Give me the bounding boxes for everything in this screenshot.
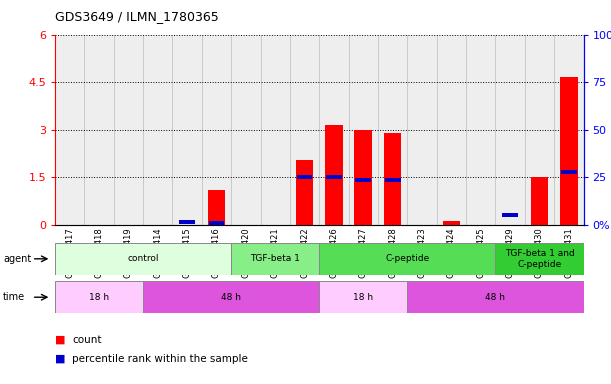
Text: control: control	[127, 254, 159, 263]
Bar	[114, 35, 143, 225]
Text: 18 h: 18 h	[89, 293, 109, 302]
Bar	[525, 35, 554, 225]
Bar	[143, 35, 172, 225]
Bar	[319, 281, 408, 313]
Bar	[385, 178, 401, 182]
Bar	[231, 243, 320, 275]
Bar	[496, 35, 525, 225]
Text: 48 h: 48 h	[485, 293, 505, 302]
Text: ■: ■	[55, 354, 65, 364]
Text: count: count	[72, 335, 101, 345]
Bar	[354, 130, 372, 225]
Bar	[408, 281, 584, 313]
Text: percentile rank within the sample: percentile rank within the sample	[72, 354, 248, 364]
Bar	[530, 177, 548, 225]
Bar	[325, 125, 343, 225]
Bar	[319, 243, 496, 275]
Bar	[55, 243, 231, 275]
Bar	[296, 175, 312, 179]
Text: time: time	[3, 292, 25, 302]
Text: 48 h: 48 h	[221, 293, 241, 302]
Bar	[437, 35, 466, 225]
Bar	[326, 175, 342, 179]
Text: C-peptide: C-peptide	[385, 254, 430, 263]
Bar	[231, 35, 260, 225]
Text: 18 h: 18 h	[353, 293, 373, 302]
Text: agent: agent	[3, 254, 31, 264]
Text: TGF-beta 1 and
C-peptide: TGF-beta 1 and C-peptide	[505, 249, 574, 268]
Bar	[55, 35, 84, 225]
Bar	[319, 35, 349, 225]
Bar	[179, 220, 195, 224]
Bar	[356, 178, 371, 182]
Bar	[442, 221, 460, 225]
Bar	[378, 35, 408, 225]
Bar	[408, 35, 437, 225]
Bar	[260, 35, 290, 225]
Bar	[208, 190, 225, 225]
Bar	[560, 77, 577, 225]
Bar	[202, 35, 231, 225]
Bar	[466, 35, 496, 225]
Text: TGF-beta 1: TGF-beta 1	[251, 254, 300, 263]
Bar	[84, 35, 114, 225]
Bar	[561, 170, 577, 174]
Bar	[143, 281, 319, 313]
Bar	[384, 133, 401, 225]
Bar	[496, 243, 584, 275]
Bar	[208, 220, 224, 225]
Bar	[554, 35, 584, 225]
Text: GDS3649 / ILMN_1780365: GDS3649 / ILMN_1780365	[55, 10, 219, 23]
Bar	[502, 213, 518, 217]
Bar	[55, 281, 143, 313]
Text: ■: ■	[55, 335, 65, 345]
Bar	[172, 35, 202, 225]
Bar	[296, 160, 313, 225]
Bar	[290, 35, 320, 225]
Bar	[349, 35, 378, 225]
